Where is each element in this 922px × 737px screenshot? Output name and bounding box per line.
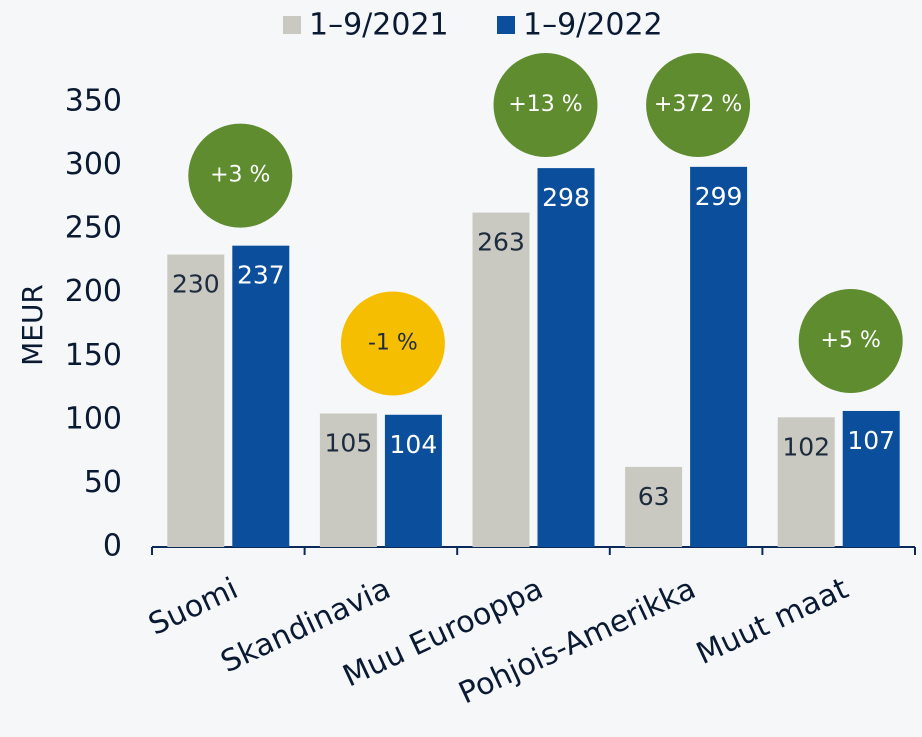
bar: [777, 417, 835, 547]
bar: [167, 254, 225, 548]
y-tick-label: 250: [65, 211, 122, 246]
y-tick-label: 150: [65, 338, 122, 373]
legend-label: 1–9/2022: [523, 8, 663, 43]
y-tick-label: 350: [65, 84, 122, 119]
legend-swatch: [283, 16, 301, 34]
value-label: 263: [477, 228, 525, 257]
value-label: 105: [325, 429, 373, 458]
change-badge: [340, 291, 445, 396]
y-axis-label: MEUR: [16, 284, 49, 366]
legend-swatch: [497, 16, 515, 34]
value-label: 298: [542, 183, 590, 212]
bar: [472, 212, 530, 547]
change-badge: [188, 123, 293, 228]
change-badge: [798, 288, 903, 393]
change-label: +13 %: [508, 92, 582, 117]
value-label: 102: [782, 432, 830, 461]
bar: [690, 166, 748, 548]
legend-label: 1–9/2021: [309, 8, 449, 43]
bar: [625, 466, 683, 547]
y-tick-label: 100: [65, 401, 122, 436]
change-label: +372 %: [654, 92, 742, 117]
bar: [842, 410, 900, 547]
y-tick-label: 300: [65, 147, 122, 182]
change-label: +3 %: [210, 163, 270, 188]
y-tick-label: 50: [84, 465, 122, 500]
value-label: 237: [237, 261, 285, 290]
bar: [319, 413, 377, 547]
value-label: 107: [847, 426, 895, 455]
y-tick-label: 200: [65, 274, 122, 309]
value-label: 299: [695, 182, 743, 211]
y-tick-label: 0: [103, 529, 122, 564]
bar: [537, 168, 595, 547]
change-badge: [493, 53, 598, 157]
change-badge: [646, 53, 751, 157]
value-label: 104: [390, 430, 438, 459]
bar: [384, 414, 442, 547]
bar: [232, 245, 290, 547]
change-label: -1 %: [368, 331, 418, 356]
change-label: +5 %: [821, 328, 881, 353]
value-label: 230: [172, 270, 220, 299]
value-label: 63: [638, 482, 670, 511]
